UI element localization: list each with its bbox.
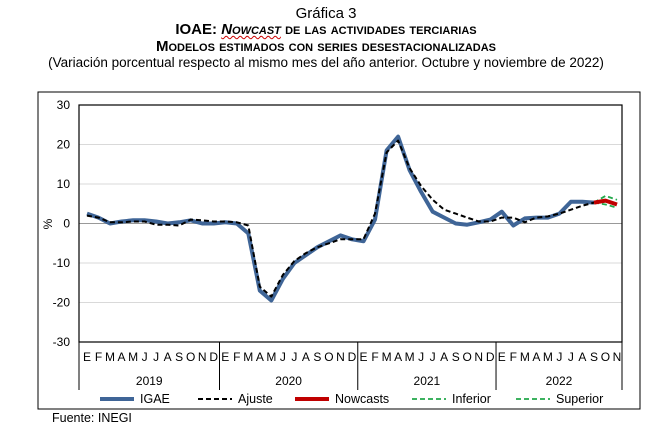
year-label: 2021 xyxy=(414,374,441,388)
x-tick-label: A xyxy=(578,350,586,364)
year-label: 2022 xyxy=(546,374,573,388)
x-tick-label: A xyxy=(302,350,310,364)
x-tick-label: N xyxy=(336,350,345,364)
title-prefix: IOAE: xyxy=(175,21,222,38)
legend-label-superior: Superior xyxy=(556,392,603,406)
x-tick-label: E xyxy=(221,350,229,364)
y-tick-label: -30 xyxy=(53,335,71,349)
x-tick-label: N xyxy=(613,350,622,364)
x-tick-label: A xyxy=(440,350,448,364)
x-tick-label: A xyxy=(256,350,264,364)
x-tick-label: O xyxy=(186,350,195,364)
x-tick-label: J xyxy=(568,350,574,364)
title-rest: de las actividades terciarias xyxy=(280,21,477,38)
x-tick-label: O xyxy=(463,350,472,364)
x-tick-label: D xyxy=(348,350,357,364)
x-tick-label: S xyxy=(175,350,183,364)
x-tick-label: J xyxy=(291,350,297,364)
y-axis-label: % xyxy=(41,218,55,229)
x-tick-label: M xyxy=(382,350,392,364)
x-tick-label: E xyxy=(360,350,368,364)
x-tick-label: M xyxy=(243,350,253,364)
y-tick-label: -20 xyxy=(53,296,71,310)
chart-note: (Variación porcentual respecto al mismo … xyxy=(48,55,604,70)
x-tick-label: J xyxy=(418,350,424,364)
legend-label-nowcasts: Nowcasts xyxy=(335,392,389,406)
series-nowcasts xyxy=(593,198,618,207)
x-tick-label: N xyxy=(198,350,207,364)
y-tick-label: 20 xyxy=(57,138,71,152)
y-tick-label: 30 xyxy=(57,98,71,112)
x-tick-label: E xyxy=(498,350,506,364)
x-tick-label: O xyxy=(324,350,333,364)
year-label: 2019 xyxy=(136,374,163,388)
x-tick-label: M xyxy=(520,350,530,364)
x-tick-label: J xyxy=(142,350,148,364)
x-tick-label: S xyxy=(590,350,598,364)
x-tick-label: N xyxy=(474,350,483,364)
legend-label-ajuste: Ajuste xyxy=(238,392,273,406)
source-note: Fuente: INEGI xyxy=(52,411,132,425)
x-tick-label: F xyxy=(95,350,102,364)
x-tick-label: J xyxy=(430,350,436,364)
x-tick-label: D xyxy=(209,350,218,364)
chart-frame xyxy=(37,91,641,410)
x-tick-label: E xyxy=(83,350,91,364)
y-tick-label: -10 xyxy=(53,256,71,270)
x-tick-label: M xyxy=(128,350,138,364)
chart-subtitle: Modelos estimados con series desestacion… xyxy=(155,38,497,55)
year-label: 2020 xyxy=(275,374,302,388)
x-tick-label: M xyxy=(543,350,553,364)
series-igae xyxy=(86,134,595,303)
x-tick-label: F xyxy=(510,350,517,364)
x-tick-label: S xyxy=(452,350,460,364)
y-tick-label: 0 xyxy=(63,217,70,231)
legend-label-inferior: Inferior xyxy=(452,392,491,406)
y-tick-label: 10 xyxy=(57,177,71,191)
x-tick-label: M xyxy=(405,350,415,364)
x-tick-label: J xyxy=(556,350,562,364)
x-tick-label: A xyxy=(164,350,172,364)
x-tick-label: S xyxy=(313,350,321,364)
chart-title: IOAE: Nowcast de las actividades terciar… xyxy=(0,21,652,38)
legend-label-igae: IGAE xyxy=(140,392,170,406)
series-ajuste xyxy=(86,139,595,298)
x-tick-label: F xyxy=(233,350,240,364)
x-tick-label: M xyxy=(266,350,276,364)
x-tick-label: O xyxy=(601,350,610,364)
x-tick-label: D xyxy=(486,350,495,364)
x-tick-label: F xyxy=(371,350,378,364)
figure-label: Gráfica 3 xyxy=(295,5,357,22)
x-tick-label: A xyxy=(118,350,126,364)
plot-area xyxy=(78,104,623,343)
x-tick-label: A xyxy=(394,350,402,364)
x-tick-label: A xyxy=(532,350,540,364)
x-tick-label: J xyxy=(280,350,286,364)
x-tick-label: M xyxy=(105,350,115,364)
title-emph: Nowcast xyxy=(221,21,281,38)
x-tick-label: J xyxy=(153,350,159,364)
